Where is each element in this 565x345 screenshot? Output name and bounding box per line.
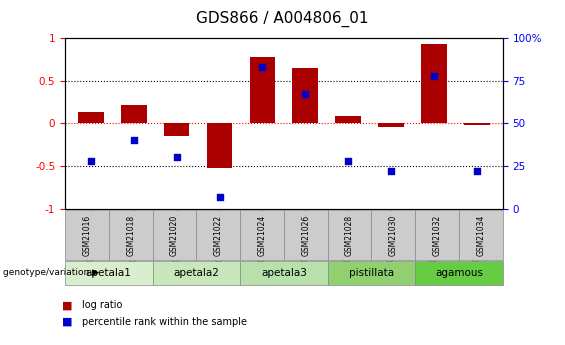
Point bbox=[172, 155, 181, 160]
Bar bbox=[293, 68, 318, 123]
Text: GSM21028: GSM21028 bbox=[345, 215, 354, 256]
Text: apetala3: apetala3 bbox=[261, 268, 307, 278]
Bar bbox=[379, 123, 404, 127]
Bar bbox=[421, 44, 447, 123]
Point bbox=[301, 91, 310, 97]
Text: apetala2: apetala2 bbox=[173, 268, 219, 278]
Text: percentile rank within the sample: percentile rank within the sample bbox=[82, 317, 247, 326]
Text: GSM21018: GSM21018 bbox=[126, 215, 135, 256]
Bar bbox=[121, 105, 146, 123]
Text: apetala1: apetala1 bbox=[86, 268, 132, 278]
Point bbox=[344, 158, 353, 164]
Bar bbox=[207, 123, 232, 168]
Text: GSM21026: GSM21026 bbox=[301, 215, 310, 256]
Text: GSM21020: GSM21020 bbox=[170, 215, 179, 256]
Text: GSM21022: GSM21022 bbox=[214, 215, 223, 256]
Text: ■: ■ bbox=[62, 300, 73, 310]
Bar bbox=[78, 112, 103, 123]
Point bbox=[86, 158, 95, 164]
Text: GSM21030: GSM21030 bbox=[389, 215, 398, 256]
Text: GDS866 / A004806_01: GDS866 / A004806_01 bbox=[196, 10, 369, 27]
Point bbox=[386, 168, 396, 174]
Text: GSM21034: GSM21034 bbox=[476, 215, 485, 256]
Bar bbox=[164, 123, 189, 136]
Bar bbox=[250, 57, 275, 123]
Point bbox=[472, 168, 481, 174]
Text: GSM21016: GSM21016 bbox=[82, 215, 92, 256]
Bar bbox=[464, 123, 490, 125]
Text: agamous: agamous bbox=[435, 268, 483, 278]
Text: pistillata: pistillata bbox=[349, 268, 394, 278]
Point bbox=[215, 194, 224, 199]
Point bbox=[129, 138, 138, 143]
Bar bbox=[336, 116, 361, 123]
Text: genotype/variation ▶: genotype/variation ▶ bbox=[3, 268, 99, 277]
Point bbox=[258, 64, 267, 70]
Text: GSM21024: GSM21024 bbox=[258, 215, 267, 256]
Text: ■: ■ bbox=[62, 317, 73, 326]
Text: log ratio: log ratio bbox=[82, 300, 122, 310]
Text: GSM21032: GSM21032 bbox=[433, 215, 442, 256]
Point bbox=[429, 73, 438, 78]
